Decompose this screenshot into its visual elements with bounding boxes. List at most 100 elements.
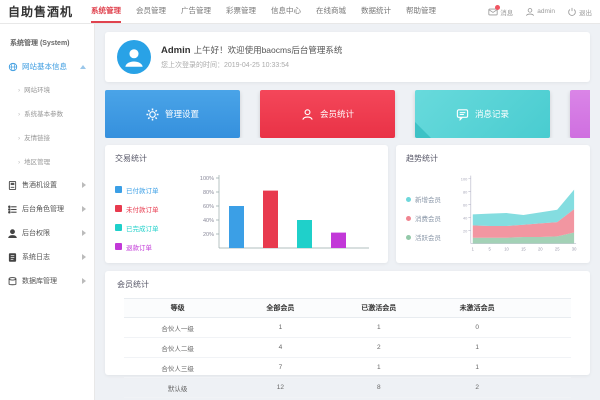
svg-text:40%: 40%: [203, 218, 214, 224]
sidebar-item-admin-roles[interactable]: 后台角色管理: [0, 197, 94, 221]
chevron-right-icon: [82, 206, 86, 212]
svg-text:10: 10: [504, 246, 509, 251]
globe-icon: [8, 62, 18, 71]
trade-legend: 已付款订单 未付款订单 已完成订单: [115, 170, 191, 262]
member-icon: [302, 108, 313, 120]
cell-all: 1: [231, 317, 330, 338]
col-header-activated: 已激活会员: [329, 298, 428, 318]
nav-tab-system[interactable]: 系统管理: [91, 0, 122, 23]
trade-stats-title: 交易统计: [115, 154, 147, 163]
account-button[interactable]: admin: [525, 7, 555, 17]
cell-level: 合伙人三级: [123, 357, 232, 378]
avatar-person-icon: [125, 49, 143, 67]
user-icon: [526, 7, 535, 16]
last-login-time: 您上次登录的时间：2019-04-25 10:33:54: [161, 62, 289, 69]
sidebar-section-header: 系统管理 (System): [10, 40, 70, 47]
sidebar-item-site-basic-info[interactable]: 网站基本信息: [0, 56, 94, 77]
cell-blank: [526, 337, 572, 358]
logout-label: 退出: [579, 9, 592, 17]
col-header-blank: [526, 298, 572, 318]
svg-text:25: 25: [555, 246, 560, 251]
sidebar-subitem-site-env[interactable]: 网站环境: [0, 77, 94, 101]
trade-bar-chart: 100% 80% 60% 40% 20%: [200, 175, 369, 249]
cell-blank: [526, 357, 572, 378]
legend-item[interactable]: 未付款订单: [115, 204, 191, 214]
action-label: 会员统计: [319, 109, 354, 119]
member-stats-button[interactable]: 会员统计: [260, 90, 395, 138]
document-icon: [8, 252, 17, 262]
svg-text:5: 5: [488, 246, 491, 251]
legend-item[interactable]: 消费会员: [406, 213, 458, 223]
table-row: 合伙人三级 7 1 1: [123, 357, 572, 378]
messages-button[interactable]: 消息: [488, 4, 513, 17]
cell-blank: [526, 317, 572, 338]
member-stats-title: 会员统计: [117, 280, 149, 289]
legend-item[interactable]: 新增会员: [406, 194, 458, 204]
sidebar-item-database[interactable]: 数据库管理: [0, 269, 94, 293]
chevron-right-icon: [82, 254, 86, 260]
cell-level: 合伙人二级: [123, 337, 232, 358]
chevron-up-icon: [80, 64, 86, 69]
sidebar-item-machine-settings[interactable]: 售酒机设置: [0, 173, 94, 197]
trade-stats-panel: 交易统计 已付款订单 未付款订单: [105, 145, 388, 263]
quick-action-4-button[interactable]: [570, 90, 590, 138]
nav-tab-info-center[interactable]: 信息中心: [271, 6, 302, 15]
legend-swatch: [115, 186, 122, 193]
logout-button[interactable]: 退出: [567, 7, 592, 17]
svg-text:60%: 60%: [203, 204, 214, 210]
nav-tab-online-mall[interactable]: 在线商城: [316, 6, 347, 15]
legend-swatch: [406, 215, 411, 221]
cell-level: 合伙人一级: [123, 317, 232, 338]
nav-tab-statistics[interactable]: 数据统计: [361, 6, 392, 15]
notification-badge: [495, 4, 501, 10]
nav-tab-lottery[interactable]: 彩票管理: [226, 6, 257, 15]
account-label: admin: [537, 8, 555, 15]
chevron-right-icon: [82, 278, 86, 284]
legend-item[interactable]: 已完成订单: [115, 223, 191, 233]
action-label: 消息记录: [474, 109, 509, 119]
svg-text:40: 40: [463, 215, 468, 220]
database-icon: [8, 276, 17, 285]
chevron-right-icon: [82, 182, 86, 188]
legend-item[interactable]: 退款订单: [115, 242, 191, 252]
sidebar-item-system-log[interactable]: 系统日志: [0, 245, 94, 269]
cell-activated: 1: [329, 357, 428, 378]
cell-activated: 2: [329, 337, 428, 358]
main-content: Admin 上午好！欢迎使用baocms后台管理系统 您上次登录的时间：2019-…: [95, 24, 600, 400]
sidebar-subitem-friend-links[interactable]: 友情链接: [0, 125, 94, 149]
welcome-greeting: Admin 上午好！欢迎使用baocms后台管理系统: [161, 45, 343, 56]
sidebar-item-admin-permissions[interactable]: 后台权限: [0, 221, 94, 245]
member-stats-table: 等级 全部会员 已激活会员 未激活会员 合伙人一级 1 1 0: [123, 298, 572, 398]
cell-all: 12: [231, 377, 330, 398]
action-label: 管理设置: [164, 109, 199, 119]
top-navbar: 自助售酒机 系统管理 会员管理 广告管理 彩票管理 信息中心 在线商城 数据统计…: [0, 0, 600, 24]
nav-tab-members[interactable]: 会员管理: [136, 6, 167, 15]
trend-stats-title: 趋势统计: [406, 154, 438, 163]
legend-item[interactable]: 已付款订单: [115, 185, 191, 195]
svg-text:100: 100: [461, 176, 468, 181]
cell-activated: 1: [329, 317, 428, 338]
legend-label: 退款订单: [126, 244, 152, 252]
svg-text:1: 1: [472, 246, 475, 251]
cell-blank: [526, 377, 572, 398]
sidebar-item-label: 售酒机设置: [22, 182, 57, 189]
table-header-row: 等级 全部会员 已激活会员 未激活会员: [123, 298, 572, 318]
legend-item[interactable]: 活跃会员: [406, 232, 458, 242]
chevron-right-icon: [82, 230, 86, 236]
nav-tab-ads[interactable]: 广告管理: [181, 6, 212, 15]
svg-text:100%: 100%: [200, 176, 214, 182]
manage-settings-button[interactable]: 管理设置: [105, 90, 240, 138]
sidebar-subitem-regions[interactable]: 地区管理: [0, 149, 94, 173]
svg-text:80: 80: [463, 189, 468, 194]
trend-stats-panel: 趋势统计 新增会员 消费会员: [396, 145, 590, 263]
list-icon: [8, 205, 17, 213]
sidebar-item-label: 数据库管理: [22, 278, 57, 285]
col-header-level: 等级: [123, 298, 232, 318]
trend-legend: 新增会员 消费会员 活跃会员: [406, 170, 458, 262]
svg-text:80%: 80%: [203, 190, 214, 196]
message-log-button[interactable]: 消息记录: [415, 90, 550, 138]
nav-tab-help[interactable]: 帮助管理: [406, 6, 437, 15]
sidebar-subitem-system-params[interactable]: 系统基本参数: [0, 101, 94, 125]
